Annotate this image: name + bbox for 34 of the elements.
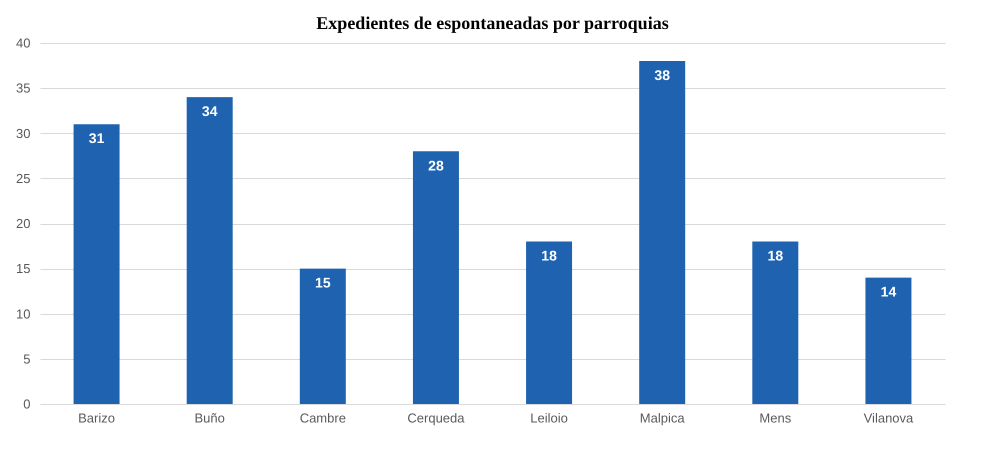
y-tick-label: 30 [16, 126, 30, 141]
bar [186, 97, 233, 404]
y-tick-label: 35 [16, 80, 30, 96]
data-label: 18 [768, 248, 784, 264]
y-tick-label: 25 [16, 170, 30, 186]
y-tick-label: 10 [16, 306, 30, 322]
data-label: 18 [541, 248, 558, 264]
bar [752, 242, 798, 404]
y-tick-label: 15 [16, 261, 30, 276]
y-tick-label: 40 [16, 36, 30, 50]
x-tick-label: Mens [759, 410, 792, 426]
x-tick-label: Leiloio [530, 410, 568, 426]
bar [639, 61, 686, 404]
x-tick-label: Cambre [300, 410, 346, 426]
data-label: 38 [654, 67, 670, 84]
bar [74, 124, 120, 404]
bar [526, 242, 572, 404]
x-tick-label: Cerqueda [407, 410, 466, 426]
bar [412, 151, 459, 404]
y-tick-label: 5 [23, 351, 30, 366]
data-label: 14 [880, 284, 896, 300]
data-label: 15 [315, 274, 331, 291]
data-label: 28 [428, 157, 444, 174]
bar [300, 268, 346, 404]
y-tick-label: 0 [23, 396, 30, 412]
x-tick-label: Buño [194, 410, 225, 426]
data-label: 31 [88, 130, 105, 146]
x-tick-label: Malpica [640, 410, 686, 426]
y-tick-label: 20 [16, 216, 30, 231]
bar [865, 278, 912, 404]
x-tick-label: Vilanova [864, 410, 914, 426]
chart-title: Expedientes de espontaneadas por parroquias [316, 13, 669, 33]
x-tick-label: Barizo [78, 410, 115, 426]
data-label: 34 [202, 103, 218, 120]
